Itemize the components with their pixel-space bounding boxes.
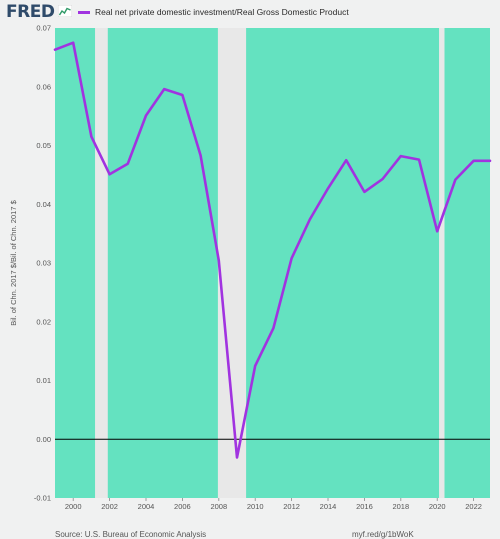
y-tick-label: 0.06 bbox=[36, 82, 51, 91]
x-tick-label: 2014 bbox=[320, 502, 337, 511]
x-tick-label: 2020 bbox=[429, 502, 446, 511]
x-tick-label: 2006 bbox=[174, 502, 191, 511]
source-note: Source: U.S. Bureau of Economic Analysis bbox=[55, 530, 207, 539]
x-tick-label: 2008 bbox=[210, 502, 227, 511]
y-tick-label: 0.05 bbox=[36, 141, 51, 150]
y-tick-label: 0.04 bbox=[36, 200, 51, 209]
series-line bbox=[53, 41, 492, 459]
recession-band-0 bbox=[95, 28, 108, 498]
legend-swatch bbox=[78, 10, 90, 14]
y-tick-label: 0.01 bbox=[36, 376, 51, 385]
x-tick-label: 2016 bbox=[356, 502, 373, 511]
x-tick-label: 2022 bbox=[465, 502, 482, 511]
short-link[interactable]: myf.red/g/1bWoK bbox=[352, 530, 414, 539]
y-tick-label: 0.07 bbox=[36, 24, 51, 33]
x-tick-label: 2004 bbox=[138, 502, 155, 511]
chart-header: FRED Real net private domestic investmen… bbox=[0, 0, 500, 24]
fred-chart-mark-icon bbox=[58, 5, 72, 17]
x-tick-label: 2002 bbox=[101, 502, 118, 511]
recession-band-2 bbox=[439, 28, 445, 498]
x-tick-label: 2010 bbox=[247, 502, 264, 511]
y-tick-label: 0.02 bbox=[36, 317, 51, 326]
y-axis-title: Bil. of Chn. 2017 $/Bil. of Chn. 2017 $ bbox=[9, 199, 18, 325]
y-tick-label: 0.03 bbox=[36, 259, 51, 268]
recession-band-1 bbox=[217, 28, 247, 498]
y-tick-label: 0.00 bbox=[36, 435, 51, 444]
y-tick-label: -0.01 bbox=[34, 494, 51, 503]
fred-logo[interactable]: FRED bbox=[6, 2, 55, 22]
x-tick-label: 2000 bbox=[65, 502, 82, 511]
legend-label: Real net private domestic investment/Rea… bbox=[95, 7, 349, 17]
plot-area bbox=[55, 28, 490, 498]
x-tick-label: 2018 bbox=[392, 502, 409, 511]
x-tick-label: 2012 bbox=[283, 502, 300, 511]
chart-legend: Real net private domestic investment/Rea… bbox=[78, 6, 349, 18]
